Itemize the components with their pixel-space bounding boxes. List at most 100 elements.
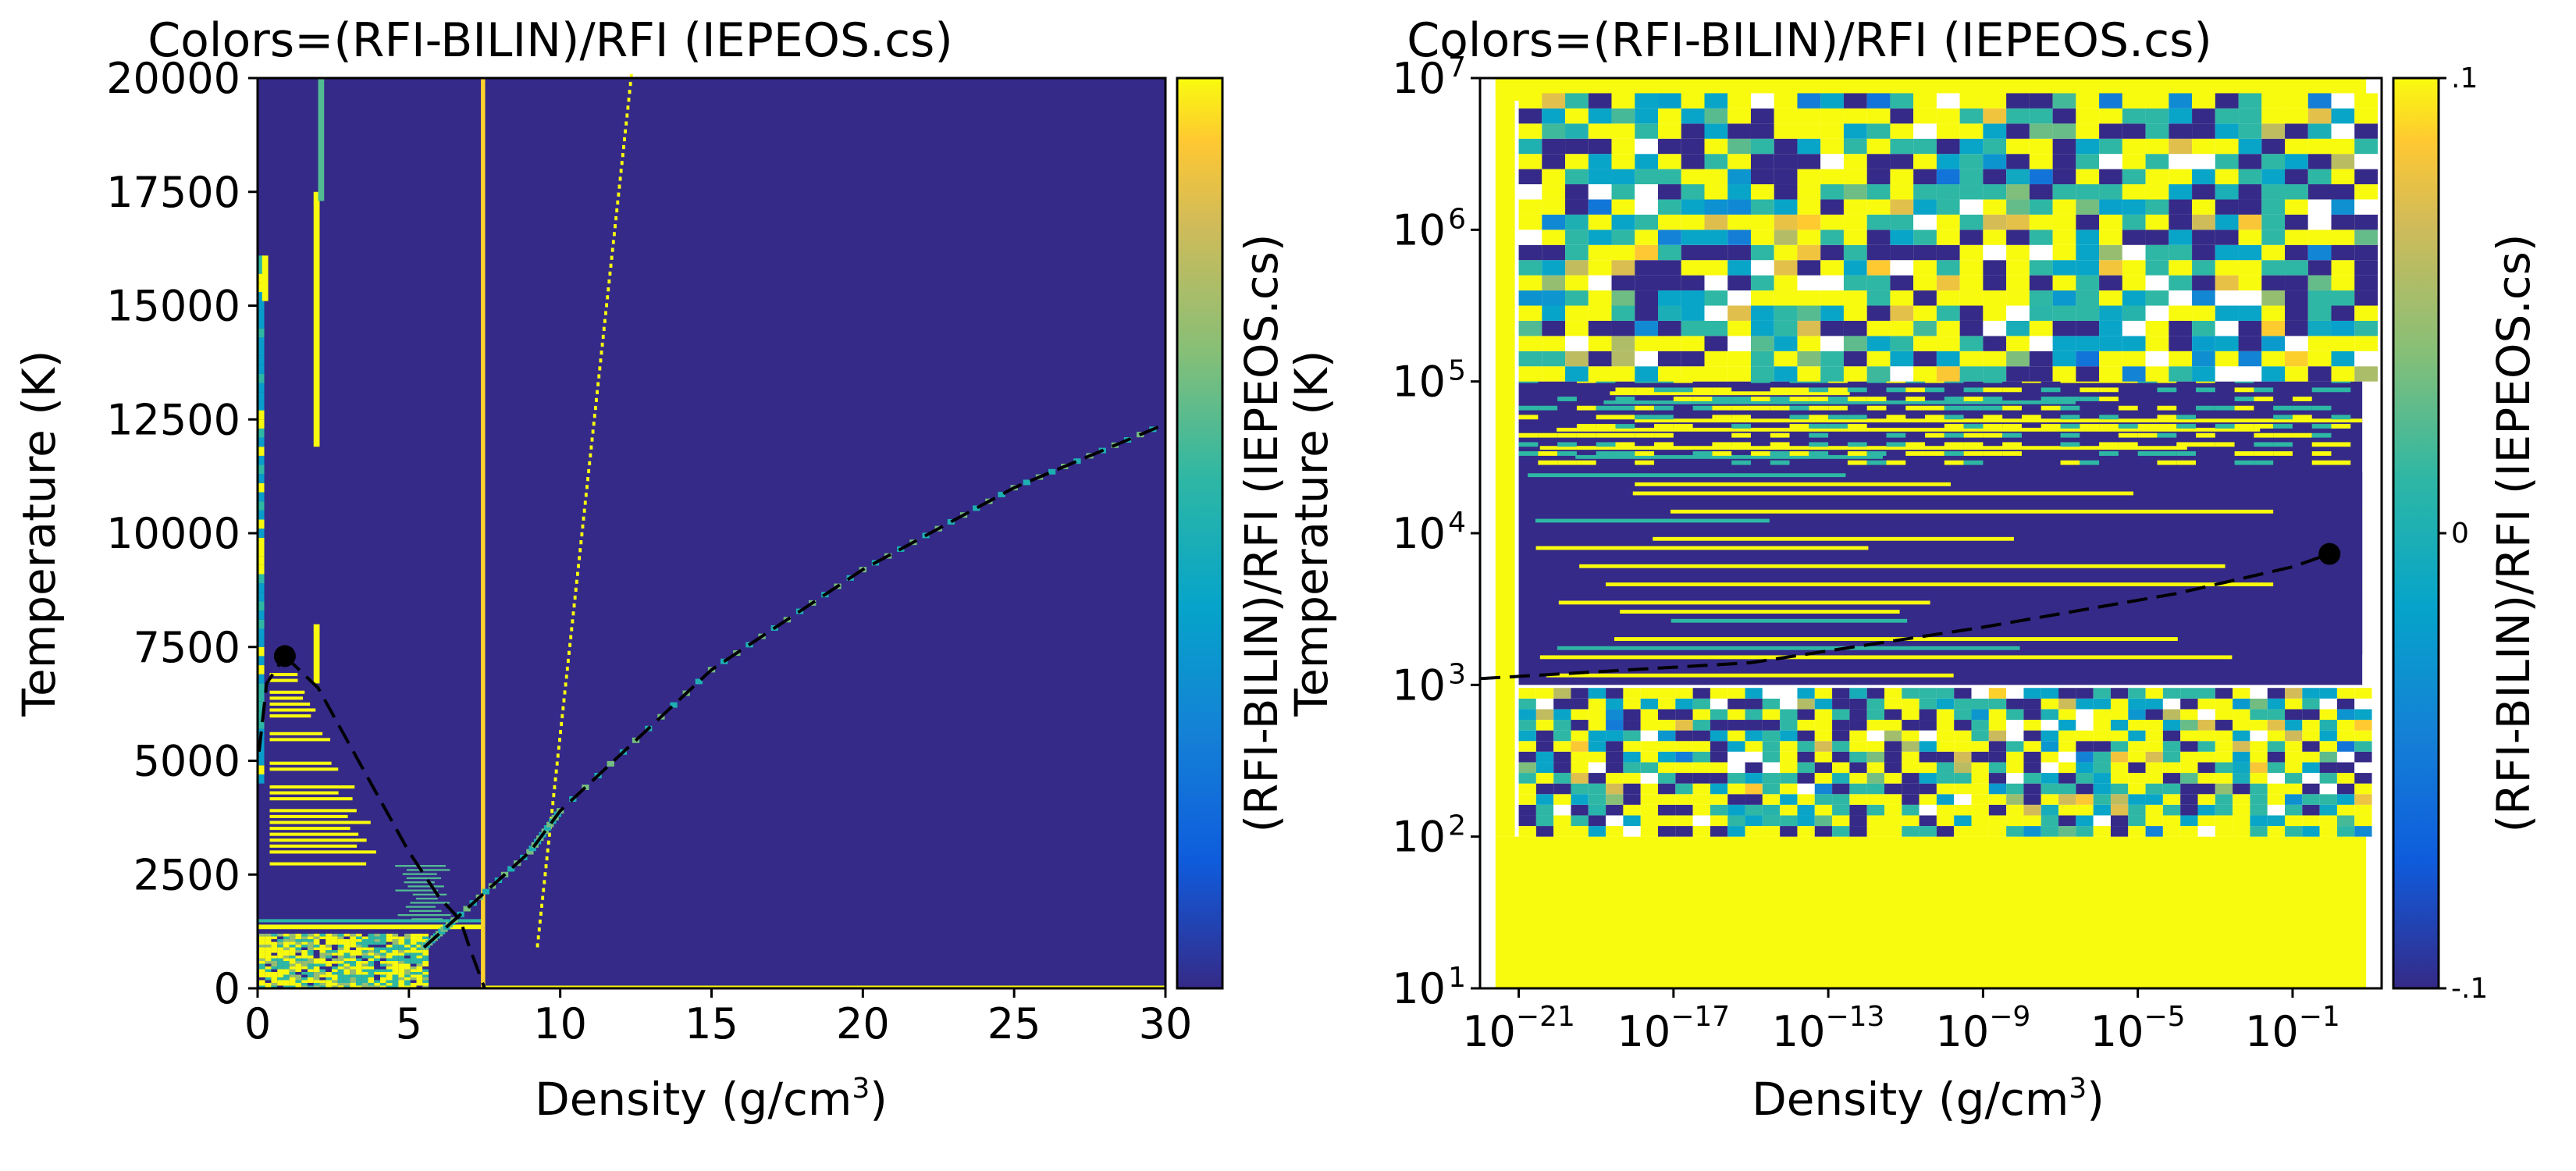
heatmap-cell [1588, 336, 1612, 351]
heatmap-cell [2331, 214, 2355, 230]
right-colorbar-tick-label: 0 [2451, 518, 2469, 550]
heatmap-cell [355, 956, 362, 959]
heatmap-cell [1704, 260, 1728, 276]
heatmap-cell [1905, 397, 1926, 401]
heatmap-cell [301, 974, 308, 978]
heatmap-cell [258, 410, 265, 420]
heatmap-cell [2180, 794, 2198, 805]
right-y-tick-exponent: 2 [1448, 810, 1466, 842]
heatmap-cell [1588, 698, 1606, 710]
heatmap-cell [507, 866, 515, 872]
heatmap-cell [2331, 460, 2351, 465]
heatmap-cell [1828, 415, 1848, 420]
heatmap-cell [564, 682, 568, 687]
heatmap-cell [1762, 762, 1781, 774]
heatmap-cell [1557, 460, 1577, 465]
heatmap-cell [1745, 730, 1763, 742]
heatmap-cell [1936, 815, 1955, 827]
heatmap-cell [1866, 405, 1887, 411]
heatmap-cell [1886, 432, 1906, 438]
heatmap-cell [1675, 773, 1693, 784]
heatmap-cell [2052, 320, 2076, 336]
heatmap-cell [561, 706, 565, 710]
heatmap-cell [1936, 741, 1955, 752]
heatmap-cell [1774, 351, 1798, 367]
heatmap-cell [1571, 773, 1589, 784]
heatmap-cell [283, 941, 290, 945]
heatmap-cell [2354, 783, 2372, 795]
heatmap-cell [1959, 93, 1984, 109]
heatmap-cell [2267, 762, 2286, 774]
heatmap-cell [313, 963, 320, 967]
heatmap-cell [1596, 451, 1616, 456]
heatmap-cell [1658, 108, 1681, 124]
left-y-tick-label: 2500 [133, 850, 240, 899]
heatmap-cell [331, 936, 338, 940]
heatmap-cell [289, 969, 296, 973]
heatmap-cell [326, 945, 332, 948]
heatmap-cell [337, 977, 344, 981]
heatmap-cell [1750, 199, 1774, 215]
heatmap-cell [2215, 442, 2235, 447]
heatmap-cell [1959, 260, 1984, 276]
heatmap-cell [606, 295, 610, 300]
heatmap-cell [1518, 804, 1536, 816]
heatmap-cell [1692, 794, 1710, 805]
heatmap-cell [283, 934, 290, 937]
heatmap-cell [398, 977, 405, 981]
heatmap-cell [258, 501, 265, 511]
heatmap-cell [404, 972, 411, 975]
heatmap-cell [2110, 783, 2129, 795]
heatmap-cell [2261, 305, 2286, 321]
heatmap-cell [1658, 214, 1681, 230]
heatmap-cell [2261, 230, 2286, 245]
heatmap-cell [626, 105, 630, 110]
heatmap-cell [1727, 199, 1751, 215]
heatmap-cell [1635, 387, 1655, 393]
heatmap-cell [1902, 773, 1920, 784]
heatmap-cell [2006, 184, 2030, 200]
heatmap-cell [1692, 698, 1710, 710]
heatmap-cell [289, 974, 296, 978]
heatmap-cell [1588, 804, 1606, 816]
heatmap-cell [1731, 460, 1751, 465]
heatmap-cell [2307, 199, 2332, 215]
heatmap-cell [319, 945, 326, 948]
heatmap-cell [1913, 184, 1937, 200]
heatmap-cell [1606, 826, 1624, 837]
heatmap-cell [1727, 320, 1751, 336]
heatmap-cell [2307, 351, 2332, 367]
heatmap-cell [1780, 762, 1798, 774]
heatmap-cell [1704, 230, 1728, 245]
heatmap-cell [258, 556, 265, 565]
heatmap-cell [2110, 698, 2129, 710]
heatmap-cell [2196, 432, 2215, 438]
heatmap-cell [2145, 169, 2169, 185]
heatmap-cell [2058, 730, 2076, 742]
heatmap-cell [1623, 815, 1641, 827]
heatmap-cell [1571, 804, 1589, 816]
heatmap-cell [410, 902, 450, 904]
heatmap-cell [2006, 138, 2030, 155]
heatmap-cell [1535, 730, 1554, 742]
heatmap-cell [422, 950, 429, 953]
heatmap-cell [2215, 108, 2239, 124]
heatmap-cell [2058, 783, 2076, 795]
heatmap-cell [2006, 123, 2030, 139]
heatmap-cell [258, 710, 265, 721]
heatmap-cell [2041, 762, 2059, 774]
heatmap-cell [410, 945, 417, 948]
heatmap-cell [1780, 741, 1798, 752]
heatmap-cell [607, 279, 611, 284]
heatmap-cell [2307, 154, 2332, 169]
heatmap-cell [605, 303, 609, 308]
heatmap-cell [386, 941, 393, 945]
heatmap-cell [1635, 482, 1952, 486]
heatmap-cell [283, 952, 290, 956]
heatmap-cell [2041, 709, 2059, 721]
heatmap-cell [2197, 741, 2215, 752]
heatmap-cell [1944, 405, 1964, 411]
heatmap-cell [1905, 442, 1926, 447]
heatmap-cell [331, 956, 338, 959]
heatmap-cell [550, 809, 554, 813]
